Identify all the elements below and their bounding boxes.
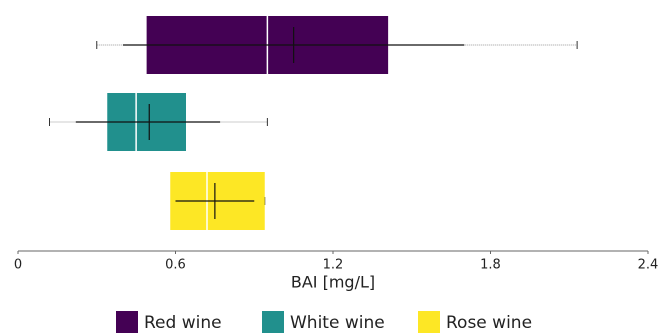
legend-label: Rose wine	[446, 313, 532, 333]
legend-swatch	[262, 311, 284, 333]
legend-label: Red wine	[144, 313, 222, 333]
x-tick-label: 0	[14, 258, 22, 273]
x-tick-label: 2.4	[638, 258, 659, 273]
x-tick-label: 1.8	[480, 258, 501, 273]
x-tick-label: 0.6	[165, 258, 186, 273]
x-axis-label: BAI [mg/L]	[291, 273, 375, 292]
x-tick-label: 1.2	[323, 258, 344, 273]
legend-swatch	[418, 311, 440, 333]
legend-swatch	[116, 311, 138, 333]
legend-label: White wine	[290, 313, 385, 333]
